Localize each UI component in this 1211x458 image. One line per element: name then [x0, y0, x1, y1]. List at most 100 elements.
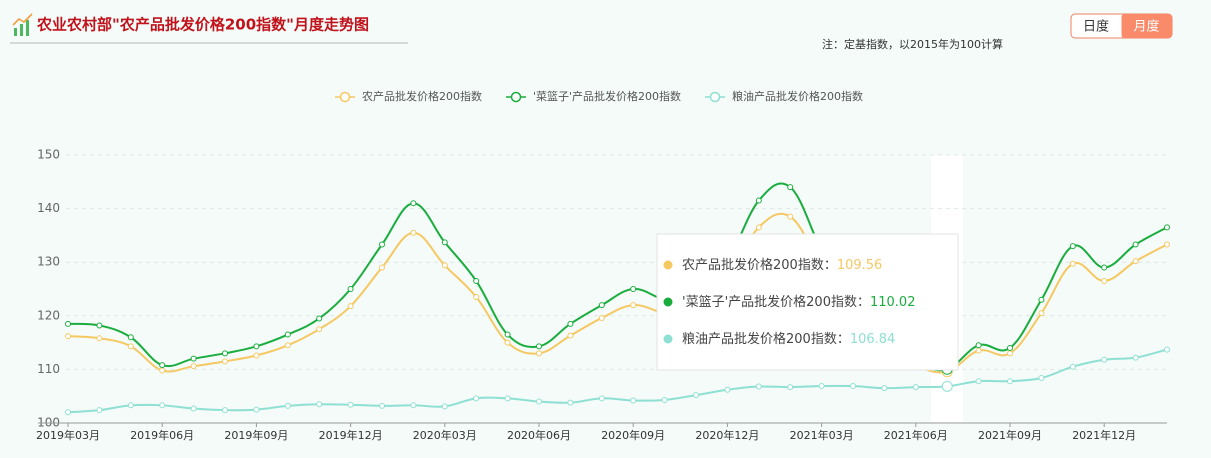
data-point [1164, 346, 1170, 353]
data-point [222, 358, 228, 365]
x-tick-label: 2020年06月 [507, 428, 571, 442]
tooltip-name: '菜篮子'产品批发价格200指数 [682, 294, 857, 310]
data-point [159, 402, 166, 409]
tooltip-value: 110.02 [870, 295, 916, 310]
data-point [818, 383, 825, 390]
data-point [253, 352, 260, 359]
data-point [253, 406, 260, 413]
data-point [190, 363, 197, 370]
tooltip-dot [663, 260, 673, 270]
legend-marker [709, 91, 721, 103]
data-point [1164, 241, 1170, 248]
data-point [787, 184, 794, 191]
x-tick-label: 2020年12月 [695, 428, 759, 442]
tooltip-separator: ： [857, 295, 870, 310]
data-point [1069, 260, 1076, 267]
chart-title: 农业农村部"农产品批发价格200指数"月度走势图 [36, 16, 369, 34]
data-point [65, 333, 71, 340]
data-point [1101, 356, 1108, 363]
note: 注：定基指数，以2015年为100计算 [822, 37, 1003, 51]
data-point [630, 302, 637, 309]
data-point [850, 383, 856, 390]
legend-marker [510, 91, 522, 103]
control-button[interactable]: 日度 [1083, 19, 1109, 35]
data-point [504, 339, 511, 346]
data-point [1132, 258, 1139, 265]
data-point [630, 397, 637, 404]
data-point [127, 402, 134, 409]
data-point [316, 401, 323, 408]
data-point [159, 367, 166, 374]
data-point [787, 384, 794, 391]
control-button[interactable]: 月度 [1121, 14, 1173, 38]
data-point [1132, 241, 1139, 248]
legend-marker [339, 91, 351, 103]
data-point [1007, 378, 1013, 385]
data-point [347, 401, 354, 408]
tooltip-name: 粮油产品批发价格200指数 [682, 331, 837, 347]
data-point [693, 392, 699, 399]
data-point [284, 331, 291, 338]
x-tick-label: 2021年03月 [790, 428, 854, 442]
data-point [724, 386, 731, 393]
data-point [96, 407, 103, 414]
data-point [1007, 344, 1013, 351]
data-point [284, 342, 291, 349]
data-point [1038, 296, 1045, 303]
data-point [379, 241, 385, 248]
data-point [222, 350, 228, 357]
tooltip-separator: ： [824, 258, 837, 273]
x-tick-label: 2019年12月 [319, 428, 383, 442]
tooltip-row: '菜篮子'产品批发价格200指数：110.02 [682, 294, 915, 310]
data-point [504, 395, 511, 402]
tooltip-name: 农产品批发价格200指数 [682, 257, 824, 273]
data-point [881, 385, 888, 392]
data-point [567, 399, 574, 406]
x-tick-label: 2020年09月 [601, 428, 665, 442]
tooltip-box [656, 233, 959, 371]
control-label[interactable]: 日度 [1083, 19, 1109, 35]
x-tick-label: 2019年06月 [130, 428, 194, 442]
data-point [598, 395, 605, 402]
control-label[interactable]: 月度 [1133, 19, 1159, 35]
data-point [127, 334, 134, 341]
data-point [347, 286, 354, 292]
data-point [441, 262, 448, 269]
x-tick-label: 2021年06月 [884, 428, 948, 442]
data-point [975, 347, 982, 354]
legend-label: '菜篮子'产品批发价格200指数 [533, 89, 681, 103]
data-point [284, 402, 291, 409]
data-point [598, 302, 605, 309]
y-tick-label: 140 [37, 201, 60, 215]
tooltip-dot [663, 334, 673, 344]
tooltip-row: 农产品批发价格200指数：109.56 [682, 257, 882, 273]
data-point [253, 343, 260, 350]
data-point [941, 380, 953, 392]
data-point [787, 213, 794, 220]
data-point [190, 355, 197, 362]
data-point [1101, 277, 1108, 284]
data-point [347, 303, 354, 310]
data-point [661, 396, 668, 403]
series-line [67, 182, 1168, 372]
y-tick-label: 150 [37, 148, 60, 162]
data-point [127, 343, 134, 350]
controls: 日度 月度 [1070, 13, 1173, 39]
data-point [598, 314, 605, 321]
legend: 农产品批发价格200指数 '菜篮子'产品批发价格200指数 粮油产品批发价格200指… [335, 89, 863, 103]
data-point [473, 277, 480, 284]
data-point [410, 402, 417, 409]
data-point [1038, 310, 1045, 317]
data-point [159, 362, 166, 369]
data-point [1007, 350, 1013, 357]
tooltip-row: 粮油产品批发价格200指数：106.84 [682, 331, 895, 347]
tooltip-value: 109.56 [837, 258, 883, 273]
data-point [65, 409, 71, 416]
data-point [96, 322, 103, 329]
data-point [912, 384, 919, 391]
data-point [975, 342, 982, 349]
legend-label: 农产品批发价格200指数 [362, 89, 482, 103]
